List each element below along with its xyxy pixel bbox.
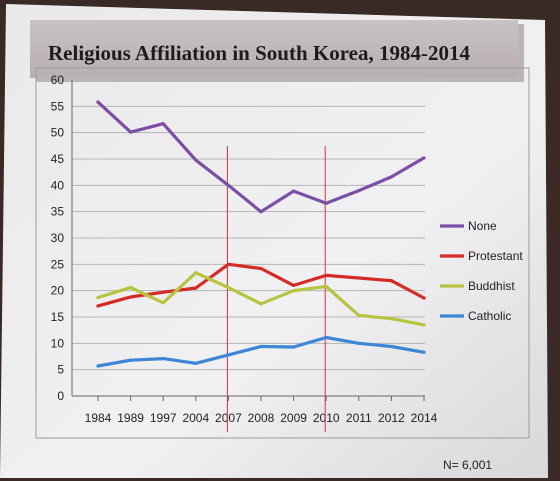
- data-point-none-1989: [129, 130, 133, 134]
- x-tick-label-2011: 2011: [346, 411, 372, 425]
- data-point-buddhist-2007: [226, 285, 230, 290]
- x-tick-label-2010: 2010: [313, 411, 340, 425]
- x-tick-label-2009: 2009: [280, 411, 307, 425]
- data-point-catholic-2011: [357, 341, 361, 345]
- series-lines: [96, 100, 426, 368]
- y-tick-label-55: 55: [51, 99, 65, 113]
- x-axis-ticks: 1984 1989 1997 2004 2007 2008 2009 2010 2011 2012…: [85, 396, 438, 425]
- data-point-none-2007: [226, 183, 230, 187]
- data-point-none-2011: [357, 189, 361, 193]
- data-point-catholic-1984: [96, 364, 100, 368]
- data-point-protestant-2014: [422, 296, 426, 300]
- y-axis-ticks: 0 5 10 15 20 25 30 35 40 45 50 55 60: [51, 73, 65, 403]
- x-tick-label-1997: 1997: [150, 411, 177, 425]
- data-point-protestant-1984: [96, 304, 100, 308]
- legend: None Protestant Buddhist Catholic: [440, 219, 523, 323]
- data-point-none-1984: [96, 100, 100, 104]
- sample-size-note: N= 6,001: [443, 458, 492, 472]
- data-point-none-2008: [259, 210, 263, 214]
- y-tick-label-20: 20: [51, 284, 65, 298]
- x-tick-label-2008: 2008: [248, 411, 275, 425]
- x-tick-label-1984: 1984: [85, 411, 112, 425]
- y-tick-label-40: 40: [51, 178, 65, 192]
- data-point-protestant-2008: [259, 266, 263, 271]
- data-point-protestant-2009: [292, 283, 296, 287]
- legend-label-catholic: Catholic: [468, 309, 511, 323]
- y-tick-label-5: 5: [57, 363, 64, 377]
- y-tick-label-10: 10: [51, 336, 65, 350]
- legend-label-buddhist: Buddhist: [468, 279, 515, 293]
- data-point-protestant-2012: [389, 279, 393, 283]
- data-point-buddhist-2004: [194, 271, 198, 275]
- data-point-buddhist-2014: [422, 323, 426, 327]
- data-point-none-2009: [292, 189, 296, 193]
- y-tick-label-30: 30: [51, 231, 65, 245]
- title-banner: Religious Affiliation in South Korea, 19…: [30, 20, 524, 82]
- data-point-buddhist-2012: [389, 316, 393, 321]
- chart-title: Religious Affiliation in South Korea, 19…: [48, 41, 470, 65]
- data-point-catholic-2007: [226, 353, 230, 357]
- chart-frame: [35, 67, 530, 439]
- data-point-buddhist-2010: [324, 284, 328, 289]
- data-point-protestant-2004: [194, 286, 198, 290]
- data-point-protestant-2011: [357, 276, 361, 280]
- legend-label-none: None: [468, 219, 497, 233]
- data-point-catholic-2008: [259, 344, 263, 349]
- data-point-protestant-2010: [324, 273, 328, 277]
- y-tick-label-45: 45: [51, 152, 65, 166]
- x-tick-label-2012: 2012: [378, 411, 405, 425]
- data-point-catholic-2004: [194, 361, 198, 365]
- y-tick-label-25: 25: [51, 257, 65, 271]
- data-point-none-2010: [324, 201, 328, 205]
- data-point-none-2012: [389, 175, 393, 179]
- y-tick-label-15: 15: [51, 310, 65, 324]
- data-point-protestant-2007: [226, 262, 230, 266]
- x-tick-label-1989: 1989: [117, 411, 144, 425]
- data-point-protestant-1989: [129, 295, 133, 299]
- legend-label-protestant: Protestant: [468, 249, 523, 263]
- x-tick-label-2004: 2004: [182, 411, 209, 425]
- data-point-buddhist-2011: [357, 313, 361, 318]
- data-point-protestant-1997: [161, 290, 165, 294]
- y-tick-label-35: 35: [51, 205, 65, 219]
- data-point-catholic-1989: [129, 358, 133, 362]
- y-tick-label-0: 0: [57, 389, 64, 403]
- data-point-catholic-1997: [161, 357, 165, 361]
- data-point-catholic-2010: [324, 335, 328, 340]
- data-point-none-2004: [194, 158, 198, 162]
- data-point-catholic-2009: [292, 345, 296, 349]
- reference-lines: [226, 146, 326, 432]
- data-point-none-2014: [422, 156, 426, 160]
- y-tick-label-50: 50: [51, 126, 65, 140]
- data-point-buddhist-1984: [96, 295, 100, 300]
- x-tick-label-2007: 2007: [215, 411, 242, 425]
- data-point-catholic-2012: [389, 344, 393, 349]
- y-tick-label-60: 60: [51, 73, 65, 87]
- x-tick-label-2014: 2014: [411, 411, 438, 425]
- data-point-buddhist-1989: [129, 285, 133, 290]
- data-point-none-1997: [161, 122, 165, 126]
- data-point-buddhist-2009: [292, 289, 296, 293]
- data-point-buddhist-1997: [161, 301, 165, 305]
- data-point-buddhist-2008: [259, 302, 263, 306]
- data-point-catholic-2014: [422, 350, 426, 354]
